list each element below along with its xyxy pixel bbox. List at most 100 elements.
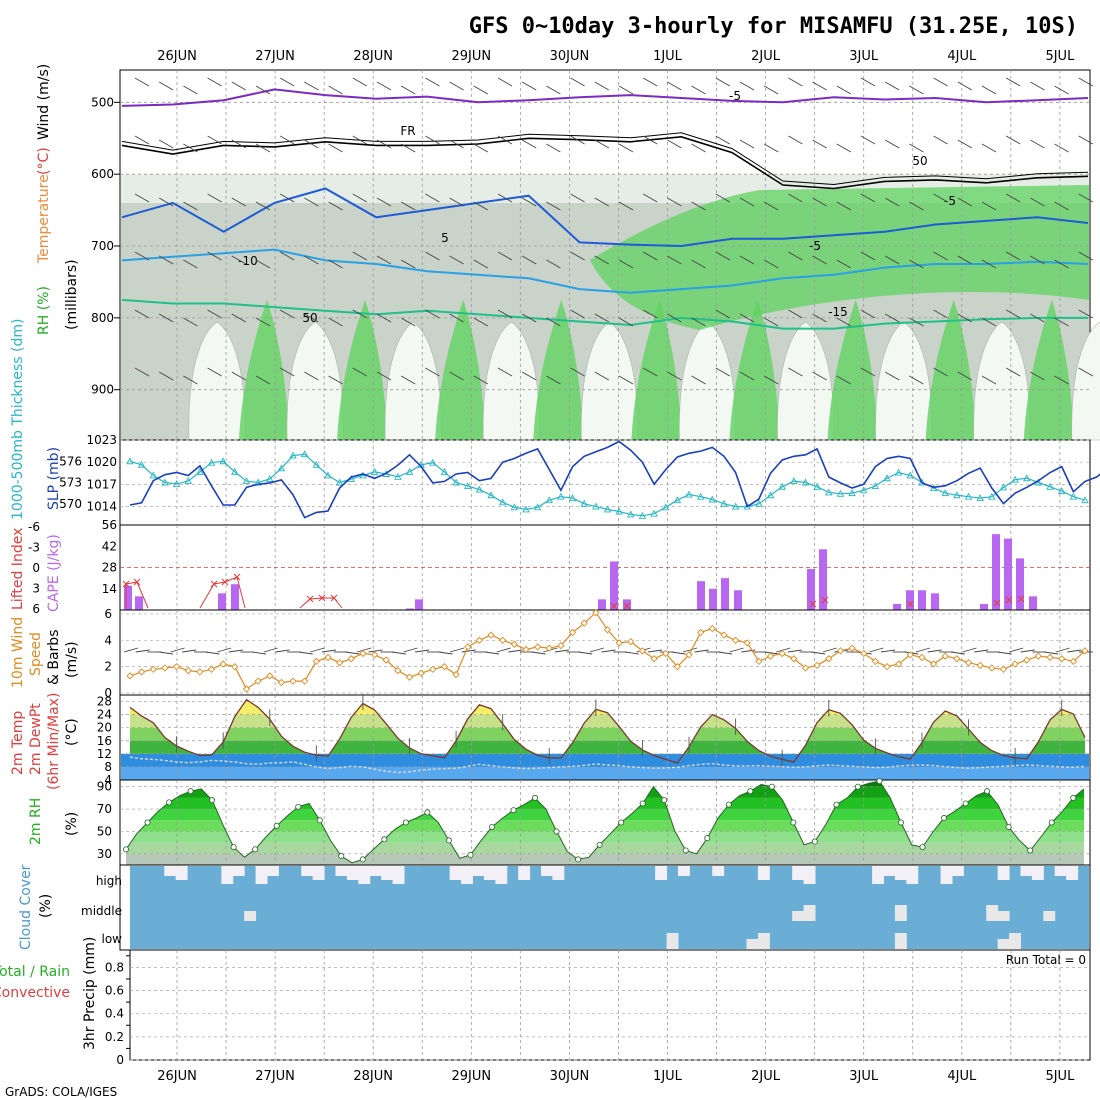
temp-band [130,727,1085,741]
wind-barb [667,255,682,265]
wind-barb [812,139,827,149]
cloud-cell [792,911,805,921]
wind-barb [279,251,295,261]
cloud-cell [894,866,907,880]
slp-tick-label: 1023 [86,433,117,447]
cloud-cell [1020,866,1033,876]
rh-point [1048,819,1055,826]
rh-point [381,836,388,843]
wind-speed-point [685,651,693,659]
wind-speed-point [405,673,414,681]
wind-barb [1005,77,1021,87]
wind-barb [957,255,973,265]
cape-bar [807,569,815,610]
bottom-date-label: 1JUL [653,1069,683,1084]
cloud-cell [358,866,371,884]
surface-wind-barb [648,649,663,653]
wind-barb [715,251,731,261]
rh-point [682,847,689,854]
wind-speed-point [766,652,775,660]
millibars-axis-label: (millibars) [64,259,80,330]
contour-label: -5 [729,89,741,103]
surface-wind-barb [391,651,406,655]
cloud-row-label: low [102,932,123,946]
wind-speed-point [417,669,425,677]
rh-tick-label: 30 [97,847,112,861]
wind-speed-point [440,663,449,671]
wind-barb [715,193,731,203]
wind-barb [860,251,876,261]
wind-barb [933,77,948,87]
cape-bar [231,584,239,610]
surface-wind-barb [368,649,383,653]
rh-point [1027,847,1034,854]
wind-barb [836,201,852,211]
precip-panel: 0.8 0.6 0.4 0.2 0 Total / Rain Convective 3h… [0,937,1091,1067]
temp-tick-label: 24 [97,708,112,722]
cloud-cell [757,933,770,949]
cloud-cell [997,939,1010,949]
precip-tick-label: 0.2 [105,1030,124,1044]
thickness-tick-label: 573 [59,476,82,490]
cape-bar [992,534,1000,610]
cloud-cell [1009,933,1021,949]
top-date-label: 5JUL [1045,49,1075,64]
wind-barb [933,251,948,261]
surface-wind-barb [252,651,267,655]
top-date-label: 27JUN [255,49,295,64]
wind-tick-label: 4 [104,633,112,647]
wind-barb [497,193,513,203]
wind-barb [449,371,464,381]
cloud-unit-label: (%) [38,894,54,918]
wind-barb [376,81,392,91]
rh-line [125,780,1085,864]
wind-speed-point [860,649,868,658]
wind-barb [279,309,295,319]
wind-barb [158,313,174,323]
thickness-point [580,499,588,507]
rh-point [252,846,259,853]
top-date-label: 1JUL [653,49,683,64]
moist-plume [729,300,780,440]
top-date-label: 3JUL [849,49,879,64]
wind-barb [352,251,368,261]
bottom-date-label: 3JUL [849,1069,879,1084]
wind-barb [231,371,247,381]
wind-barb [1005,251,1021,261]
wind-barb [134,193,150,203]
wind-barb [836,317,852,327]
wind-barb [570,193,585,203]
wind-barb [860,135,876,145]
cloud-cell [449,866,462,880]
li-point [318,594,326,602]
precip-tick-label: 0 [116,1053,124,1067]
thickness-axis-label: 1000-500mb Thickness (dm) [10,319,26,520]
wind-barb [352,367,368,377]
wind-speed-point [324,653,332,662]
surface-wind-barb [927,649,942,653]
rh-point [467,851,474,858]
thickness-point [883,474,891,482]
thickness-point [405,467,414,475]
thickness-point [1057,487,1066,494]
li-point [623,602,631,610]
wind-barb [134,367,150,377]
wind-barb [594,313,610,323]
wind-speed-point [662,649,670,658]
rh-tick-label: 90 [97,780,112,794]
minmax-label: (6hr Min/Max) [46,693,62,790]
wind-barb [1054,317,1069,327]
rh-point [295,803,302,810]
wind-barb [521,139,537,149]
temp-tick-label: 8 [104,760,112,774]
cloud-row-label: middle [81,904,122,918]
wind-barb [473,85,489,95]
wind-barb [836,85,852,95]
wind-speed-point [592,608,600,617]
wind-barb [328,317,343,327]
cape-bar [819,549,827,610]
wind-barb [812,81,827,91]
wind-barb [1078,135,1094,145]
rh-point [639,800,646,807]
